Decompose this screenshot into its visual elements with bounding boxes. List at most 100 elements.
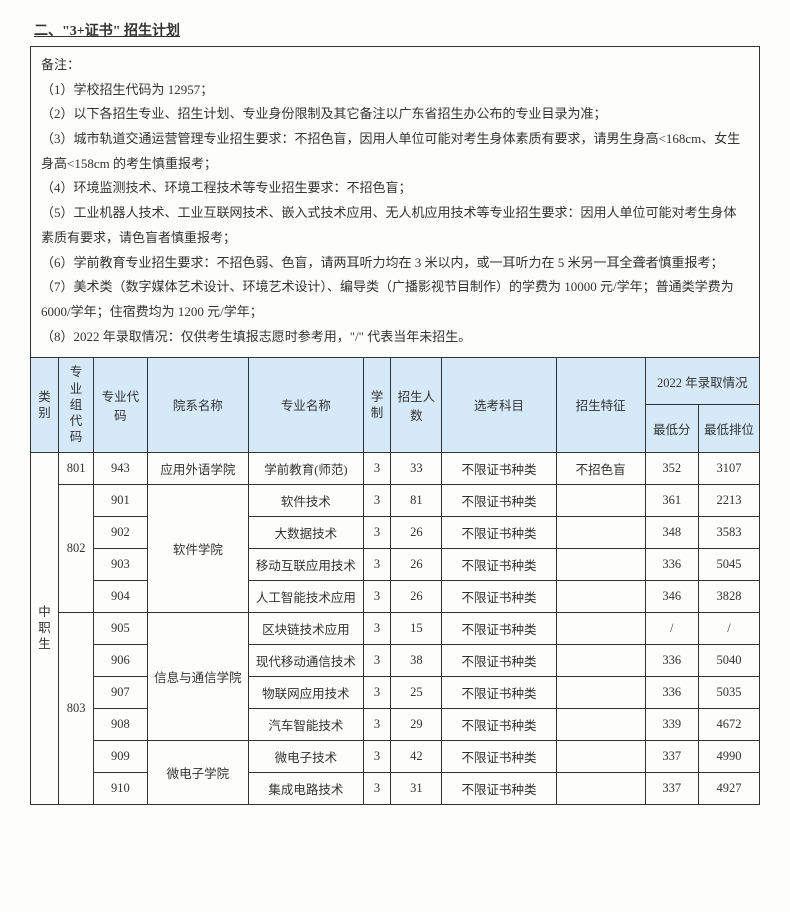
cell-feature (556, 676, 645, 708)
cell-years: 3 (363, 452, 391, 484)
cell-enroll: 42 (391, 740, 442, 772)
cell-major-name: 区块链技术应用 (249, 612, 363, 644)
cell-feature (556, 644, 645, 676)
note-line: （6）学前教育专业招生要求：不招色弱、色盲，请两耳听力均在 3 米以内，或一耳听… (41, 251, 749, 276)
note-line: （1）学校招生代码为 12957； (41, 78, 749, 103)
cell-years: 3 (363, 612, 391, 644)
cell-years: 3 (363, 580, 391, 612)
cell-rank: 5035 (698, 676, 759, 708)
cell-group: 801 (58, 452, 93, 484)
cell-major-code: 909 (94, 740, 147, 772)
cell-major-code: 902 (94, 516, 147, 548)
table-row: 904人工智能技术应用326不限证书种类3463828 (31, 580, 760, 612)
admission-table: 类别 专业组代码 专业代码 院系名称 专业名称 学制 招生人数 选考科目 招生特… (30, 357, 760, 804)
cell-major-name: 汽车智能技术 (249, 708, 363, 740)
cell-score: 337 (645, 740, 698, 772)
cell-subject: 不限证书种类 (442, 484, 556, 516)
cell-years: 3 (363, 740, 391, 772)
cell-major-code: 910 (94, 772, 147, 804)
th-feature: 招生特征 (556, 358, 645, 452)
th-major-name: 专业名称 (249, 358, 363, 452)
cell-score: 336 (645, 548, 698, 580)
table-row: 803905信息与通信学院区块链技术应用315不限证书种类// (31, 612, 760, 644)
cell-rank: 4990 (698, 740, 759, 772)
cell-feature (556, 516, 645, 548)
cell-years: 3 (363, 676, 391, 708)
cell-major-name: 微电子技术 (249, 740, 363, 772)
notes-label: 备注： (41, 53, 749, 78)
th-min-rank: 最低排位 (698, 405, 759, 452)
cell-feature (556, 740, 645, 772)
cell-major-name: 大数据技术 (249, 516, 363, 548)
cell-rank: 3828 (698, 580, 759, 612)
cell-score: 337 (645, 772, 698, 804)
cell-rank: 5045 (698, 548, 759, 580)
cell-enroll: 26 (391, 548, 442, 580)
cell-subject: 不限证书种类 (442, 772, 556, 804)
cell-rank: 3107 (698, 452, 759, 484)
cell-faculty: 软件学院 (147, 484, 249, 612)
th-adm2022: 2022 年录取情况 (645, 358, 759, 405)
cell-enroll: 81 (391, 484, 442, 516)
th-subject: 选考科目 (442, 358, 556, 452)
cell-subject: 不限证书种类 (442, 644, 556, 676)
cell-score: 348 (645, 516, 698, 548)
cell-subject: 不限证书种类 (442, 708, 556, 740)
cell-major-name: 移动互联应用技术 (249, 548, 363, 580)
cell-subject: 不限证书种类 (442, 548, 556, 580)
table-row: 802901软件学院软件技术381不限证书种类3612213 (31, 484, 760, 516)
cell-score: 346 (645, 580, 698, 612)
cell-rank: 4927 (698, 772, 759, 804)
cell-enroll: 33 (391, 452, 442, 484)
cell-subject: 不限证书种类 (442, 740, 556, 772)
cell-rank: 3583 (698, 516, 759, 548)
cell-category: 中职生 (31, 452, 59, 804)
cell-group: 803 (58, 612, 93, 804)
cell-subject: 不限证书种类 (442, 452, 556, 484)
cell-faculty: 信息与通信学院 (147, 612, 249, 740)
cell-score: / (645, 612, 698, 644)
notes-box: 备注： （1）学校招生代码为 12957；（2）以下各招生专业、招生计划、专业身… (30, 46, 760, 357)
cell-enroll: 25 (391, 676, 442, 708)
cell-major-name: 现代移动通信技术 (249, 644, 363, 676)
cell-rank: 5040 (698, 644, 759, 676)
cell-major-name: 人工智能技术应用 (249, 580, 363, 612)
cell-score: 336 (645, 644, 698, 676)
cell-faculty: 微电子学院 (147, 740, 249, 804)
cell-years: 3 (363, 708, 391, 740)
cell-score: 336 (645, 676, 698, 708)
cell-enroll: 38 (391, 644, 442, 676)
cell-enroll: 26 (391, 516, 442, 548)
table-row: 909微电子学院微电子技术342不限证书种类3374990 (31, 740, 760, 772)
cell-major-name: 集成电路技术 (249, 772, 363, 804)
cell-score: 352 (645, 452, 698, 484)
cell-rank: 2213 (698, 484, 759, 516)
cell-feature (556, 772, 645, 804)
table-row: 903移动互联应用技术326不限证书种类3365045 (31, 548, 760, 580)
section-title: 二、"3+证书" 招生计划 (30, 20, 760, 40)
cell-feature (556, 484, 645, 516)
cell-rank: 4672 (698, 708, 759, 740)
cell-feature: 不招色盲 (556, 452, 645, 484)
cell-score: 339 (645, 708, 698, 740)
cell-group: 802 (58, 484, 93, 612)
cell-years: 3 (363, 772, 391, 804)
th-major-code: 专业代码 (94, 358, 147, 452)
note-line: （5）工业机器人技术、工业互联网技术、嵌入式技术应用、无人机应用技术等专业招生要… (41, 201, 749, 250)
cell-feature (556, 580, 645, 612)
th-years: 学制 (363, 358, 391, 452)
table-row: 中职生801943应用外语学院学前教育(师范)333不限证书种类不招色盲3523… (31, 452, 760, 484)
th-category: 类别 (31, 358, 59, 452)
cell-major-name: 学前教育(师范) (249, 452, 363, 484)
cell-faculty: 应用外语学院 (147, 452, 249, 484)
cell-enroll: 15 (391, 612, 442, 644)
cell-subject: 不限证书种类 (442, 676, 556, 708)
cell-feature (556, 708, 645, 740)
note-line: （2）以下各招生专业、招生计划、专业身份限制及其它备注以广东省招生办公布的专业目… (41, 102, 749, 127)
cell-enroll: 26 (391, 580, 442, 612)
table-row: 910集成电路技术331不限证书种类3374927 (31, 772, 760, 804)
cell-major-code: 906 (94, 644, 147, 676)
th-min-score: 最低分 (645, 405, 698, 452)
cell-years: 3 (363, 548, 391, 580)
note-line: （8）2022 年录取情况：仅供考生填报志愿时参考用，"/" 代表当年未招生。 (41, 325, 749, 350)
